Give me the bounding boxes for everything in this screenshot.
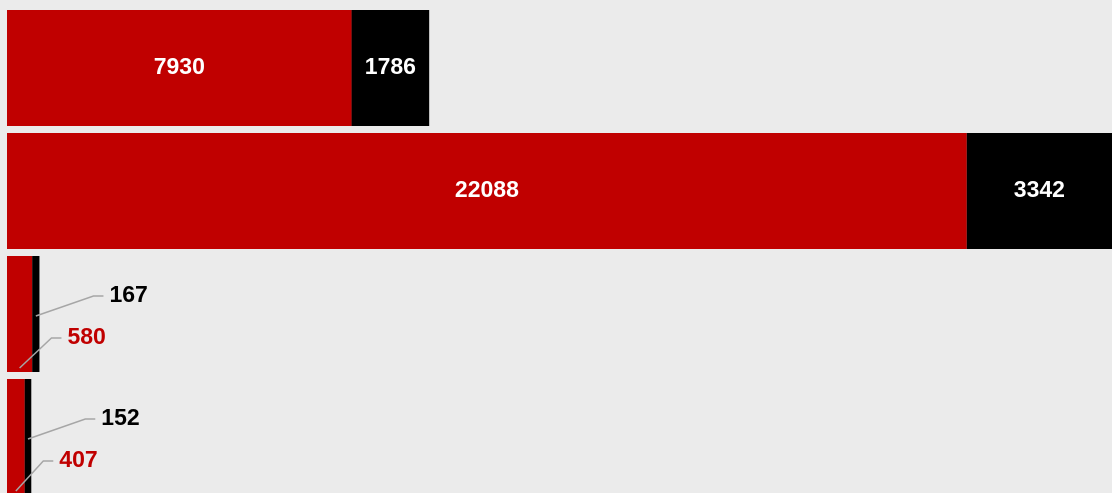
bar-segment	[7, 133, 967, 249]
data-label: 7930	[154, 53, 205, 79]
bar-segment	[24, 379, 32, 493]
bar-segment	[7, 379, 25, 493]
data-label: 167	[109, 281, 147, 307]
leader-line	[35, 295, 104, 317]
data-label: 1786	[365, 53, 416, 79]
data-label: 580	[67, 323, 105, 349]
leader-line	[19, 337, 62, 369]
bar-segment	[966, 133, 1112, 249]
bar-segment	[7, 256, 33, 372]
data-label: 22088	[455, 176, 519, 202]
data-label: 407	[59, 446, 97, 472]
bar-segment	[32, 256, 40, 372]
leader-line	[15, 460, 54, 492]
data-label: 152	[101, 404, 139, 430]
data-label: 3342	[1014, 176, 1065, 202]
leader-line	[27, 418, 96, 440]
bar-segment	[7, 10, 352, 126]
bar-segment	[351, 10, 430, 126]
